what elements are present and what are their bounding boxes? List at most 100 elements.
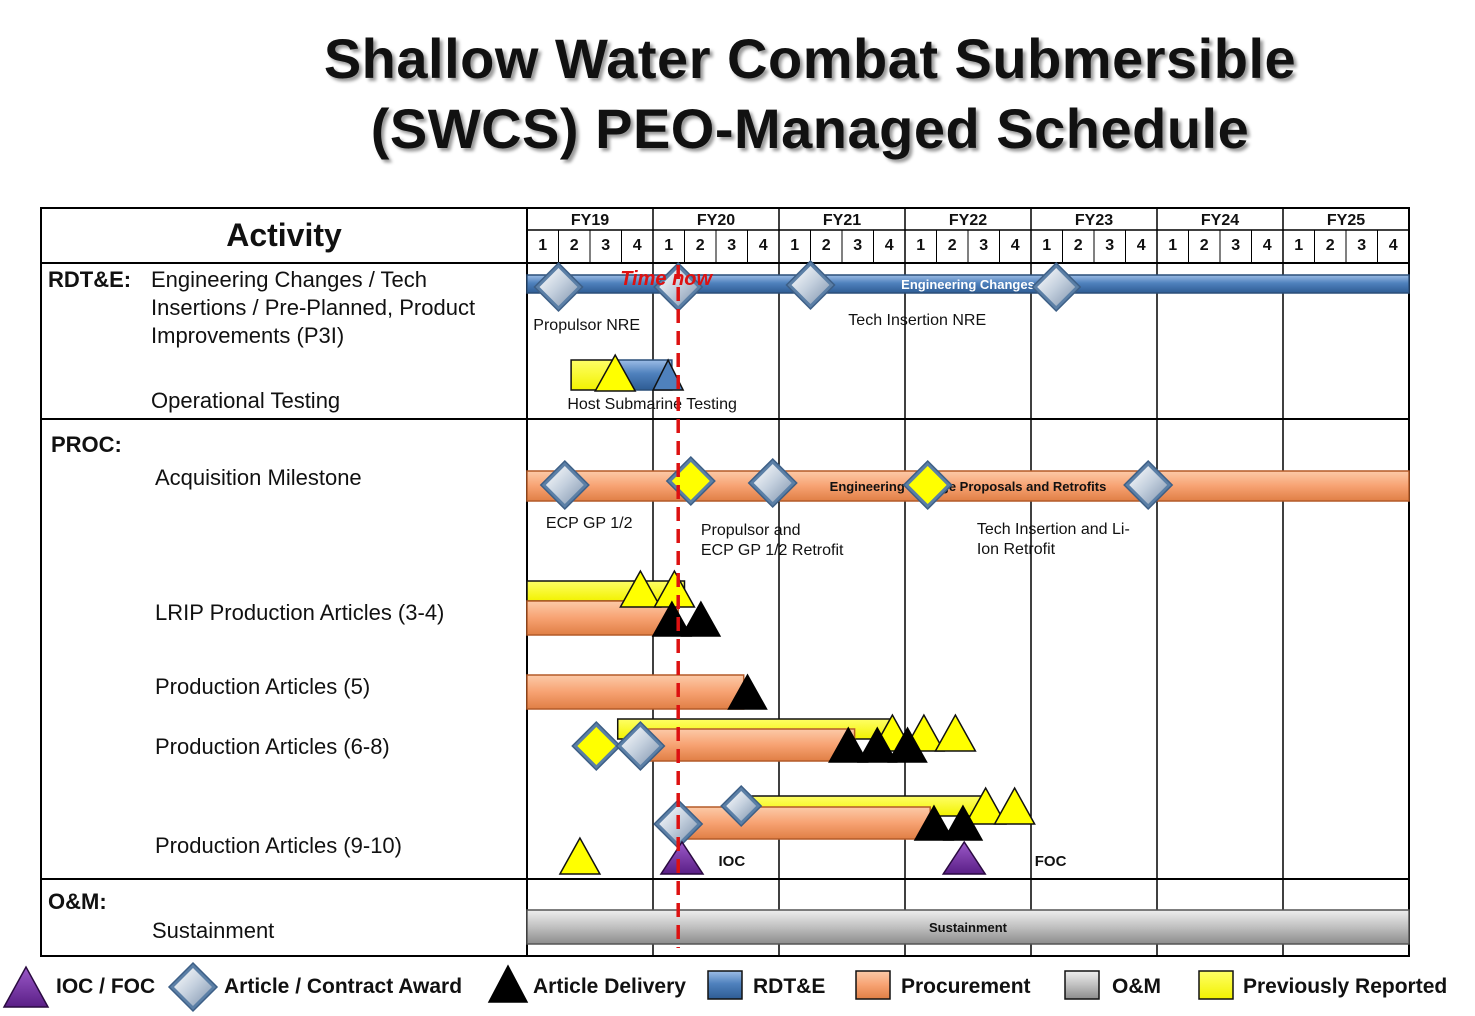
- legend-swatch: [707, 970, 743, 1000]
- prev_award-marker: [902, 459, 953, 511]
- award-marker: [747, 457, 798, 509]
- legend-item-proc: Procurement: [855, 970, 1031, 1000]
- legend-label: O&M: [1112, 975, 1161, 998]
- triangle-shape: [857, 726, 898, 763]
- delivery_rdte-marker: [651, 358, 685, 391]
- bar-label: Engineering Changes: [901, 277, 1035, 292]
- annotation-label: Ion Retrofit: [977, 541, 1056, 558]
- quarter-label: 3: [727, 237, 736, 254]
- diamond-face: [753, 464, 792, 502]
- delivery-marker: [857, 726, 898, 763]
- diamond-face: [621, 727, 660, 765]
- quarter-label: 1: [538, 237, 547, 254]
- delivery-marker: [913, 804, 955, 841]
- delivery-marker: [828, 726, 869, 763]
- title-line-2: (SWCS) PEO-Managed Schedule: [370, 97, 1250, 160]
- activity-label: Engineering Changes / Tech: [151, 267, 427, 292]
- prev_tri-marker: [593, 353, 637, 392]
- proc-bar: [639, 728, 856, 762]
- legend-item-rdte: RDT&E: [707, 970, 825, 1000]
- award-marker: [615, 720, 666, 772]
- fy-label: FY20: [697, 212, 735, 229]
- triangle-shape: [964, 786, 1007, 825]
- time-now-line: Time now: [620, 265, 714, 948]
- quarter-label: 1: [916, 237, 925, 254]
- triangle-shape: [558, 836, 602, 875]
- quarter-label: 3: [853, 237, 862, 254]
- legend-swatch: [1198, 970, 1234, 1000]
- diamond-face: [539, 268, 578, 306]
- section-label: RDT&E:: [48, 267, 131, 292]
- annotations: Propulsor NRE Tech Insertion NRE Host Subm…: [533, 312, 1130, 870]
- diamond-face: [791, 266, 830, 304]
- fiscal-year-header: FY19 1 2 3 4 FY20 1 2 3 4 FY21 1 2 3 4 FY22 1 2 3 4 FY23 1 2 3 4…: [538, 212, 1398, 254]
- activity-label: LRIP Production Articles (3-4): [155, 600, 444, 625]
- om-bar: [526, 909, 1410, 945]
- activity-label: Insertions / Pre-Planned, Product: [151, 295, 475, 320]
- quarter-label: 3: [1231, 237, 1240, 254]
- quarter-label: 3: [601, 237, 610, 254]
- title-line-1: Shallow Water Combat Submersible: [323, 27, 1297, 90]
- triangle-shape: [942, 804, 984, 841]
- prev_tri-marker: [558, 836, 602, 875]
- annotation-label: ECP GP 1/2: [546, 515, 633, 532]
- legend: IOC / FOC Article / Contract Award Article…: [2, 961, 1447, 1013]
- prev_tri-marker: [619, 569, 662, 608]
- diamond-face: [726, 791, 757, 821]
- activity-label: Production Articles (6-8): [155, 734, 390, 759]
- activity-label: Improvements (P3I): [151, 323, 344, 348]
- triangle-shape: [727, 673, 768, 710]
- annotation-label: Tech Insertion and Li-: [977, 521, 1130, 538]
- legend-item-award: Article / Contract Award: [167, 961, 462, 1013]
- proc-bar: [677, 806, 931, 840]
- quarter-label: 3: [1105, 237, 1114, 254]
- annotation-label: Propulsor NRE: [533, 317, 640, 334]
- quarter-label: 4: [885, 237, 894, 254]
- quarter-label: 3: [979, 237, 988, 254]
- triangle-shape: [619, 569, 662, 608]
- delivery-marker: [680, 600, 722, 637]
- annotation-label: Tech Insertion NRE: [848, 312, 986, 329]
- triangle-shape: [828, 726, 869, 763]
- quarter-label: 2: [570, 237, 579, 254]
- activity-column: Activity RDT&E: Engineering Changes / Tec…: [48, 217, 475, 943]
- ioc-marker: [941, 840, 987, 875]
- triangle-shape: [934, 713, 977, 752]
- quarter-label: 1: [1042, 237, 1051, 254]
- rdte-bar: [526, 274, 1410, 294]
- prev_tri-marker: [993, 786, 1036, 825]
- quarter-label: 2: [696, 237, 705, 254]
- award-marker: [533, 261, 584, 313]
- diamond-face: [908, 466, 947, 504]
- activity-header: Activity: [226, 217, 342, 253]
- triangle-shape: [651, 600, 693, 637]
- triangle-shape: [659, 840, 705, 875]
- triangle-shape: [941, 840, 987, 875]
- legend-label: IOC / FOC: [56, 975, 155, 998]
- annotation-label: IOC: [719, 853, 746, 870]
- quarter-label: 1: [1168, 237, 1177, 254]
- delivery-marker: [651, 600, 693, 637]
- fy-label: FY24: [1201, 212, 1239, 229]
- triangle-shape: [993, 786, 1036, 825]
- quarter-label: 4: [759, 237, 768, 254]
- fy-label: FY23: [1075, 212, 1113, 229]
- activity-label: Production Articles (9-10): [155, 833, 402, 858]
- bar-label: Sustainment: [929, 920, 1008, 935]
- award-marker: [1031, 261, 1082, 313]
- fy-label: FY19: [571, 212, 609, 229]
- quarter-label: 3: [1357, 237, 1366, 254]
- quarter-label: 2: [1074, 237, 1083, 254]
- activity-label: Acquisition Milestone: [155, 465, 362, 490]
- milestone-markers: [533, 259, 1174, 875]
- legend-item-ioc: IOC / FOC: [2, 965, 155, 1008]
- diamond-face: [1037, 268, 1076, 306]
- quarter-label: 2: [1200, 237, 1209, 254]
- section-label: PROC:: [51, 432, 122, 457]
- page-title: Shallow Water Combat Submersible (SWCS) …: [280, 24, 1340, 164]
- quarter-label: 1: [790, 237, 799, 254]
- quarter-label: 4: [1389, 237, 1398, 254]
- legend-label: Article Delivery: [533, 975, 686, 998]
- proc-bar: [526, 674, 745, 710]
- annotation-label: Propulsor and: [701, 522, 801, 539]
